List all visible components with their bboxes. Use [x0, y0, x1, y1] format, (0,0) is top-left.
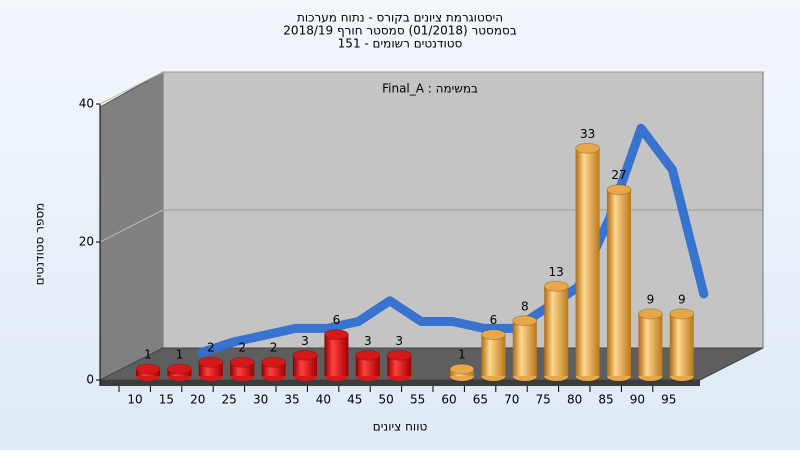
data-label: 33	[580, 127, 595, 141]
data-label: 3	[301, 334, 309, 348]
bar	[481, 334, 506, 376]
data-label: 2	[207, 341, 215, 355]
x-tick-label: 45	[347, 393, 362, 407]
data-label: 9	[678, 292, 686, 306]
bar-cap	[355, 349, 381, 361]
x-tick-label: 25	[222, 393, 237, 407]
bar-cap	[135, 363, 161, 375]
bar	[607, 189, 631, 376]
x-tick-label: 55	[410, 393, 425, 407]
bar	[512, 320, 537, 376]
chart-subtitle: סטודנטים רשומים - 151	[338, 37, 463, 51]
bar-cap	[323, 329, 349, 341]
x-tick-label: 75	[536, 393, 551, 407]
bar-cap	[480, 329, 506, 341]
data-label: 2	[270, 341, 278, 355]
y-tick-label: 40	[79, 97, 94, 111]
bar-cap	[512, 315, 538, 327]
grid-line	[99, 71, 164, 105]
data-label: 8	[521, 299, 529, 313]
bar-cap	[637, 308, 663, 320]
y-tick-label: 20	[79, 235, 94, 249]
x-tick-label: 10	[127, 393, 142, 407]
x-tick-label: 40	[316, 393, 331, 407]
chart-title: היסטוגרמת ציונים בקורס - נתוח מערכות	[297, 11, 503, 25]
x-tick-label: 70	[504, 393, 519, 407]
data-label: 6	[333, 313, 341, 327]
y-tick-label: 0	[86, 373, 94, 387]
chart-subtitle: בסמסטר (01/2018) סמסטר חורף 2018/19	[283, 24, 516, 38]
data-label: 3	[395, 334, 403, 348]
bar-cap	[198, 356, 224, 368]
data-label: 1	[458, 348, 466, 362]
data-label: 13	[549, 265, 564, 279]
x-tick-label: 85	[598, 393, 613, 407]
data-label: 27	[611, 168, 626, 182]
x-tick-label: 60	[441, 393, 456, 407]
data-label: 9	[647, 292, 655, 306]
bar-cap	[292, 349, 318, 361]
bar	[544, 286, 569, 376]
x-tick-label: 30	[253, 393, 268, 407]
bar-cap	[229, 356, 255, 368]
data-label: 3	[364, 334, 372, 348]
x-tick-label: 15	[159, 393, 174, 407]
bar-cap	[449, 363, 475, 375]
y-axis-label: מספר סטודנטים	[33, 203, 47, 286]
x-tick-label: 65	[473, 393, 488, 407]
grid-line	[99, 209, 164, 243]
x-tick-label: 90	[630, 393, 645, 407]
annotation: במשימה : Final_A	[382, 82, 478, 96]
x-tick-label: 95	[661, 393, 676, 407]
bar-cap	[575, 142, 601, 154]
bar	[669, 313, 694, 376]
x-tick-label: 35	[284, 393, 299, 407]
x-tick-label: 80	[567, 393, 582, 407]
floor-edge	[100, 380, 700, 386]
bar-cap	[669, 308, 695, 320]
bar	[575, 148, 600, 376]
data-label: 2	[238, 341, 246, 355]
bar	[355, 355, 380, 376]
bar	[293, 355, 317, 376]
data-label: 1	[176, 348, 184, 362]
x-tick-label: 50	[379, 393, 394, 407]
data-label: 1	[144, 348, 152, 362]
bar-cap	[543, 280, 569, 292]
x-tick-label: 20	[190, 393, 205, 407]
bar-cap	[606, 184, 632, 196]
bar-cap	[386, 349, 412, 361]
bar	[387, 355, 412, 376]
data-label: 6	[490, 313, 498, 327]
x-axis-label: טווח ציונים	[373, 420, 428, 434]
bar	[638, 313, 663, 376]
bar	[324, 334, 349, 376]
bar-cap	[261, 356, 287, 368]
bar-cap	[166, 363, 192, 375]
